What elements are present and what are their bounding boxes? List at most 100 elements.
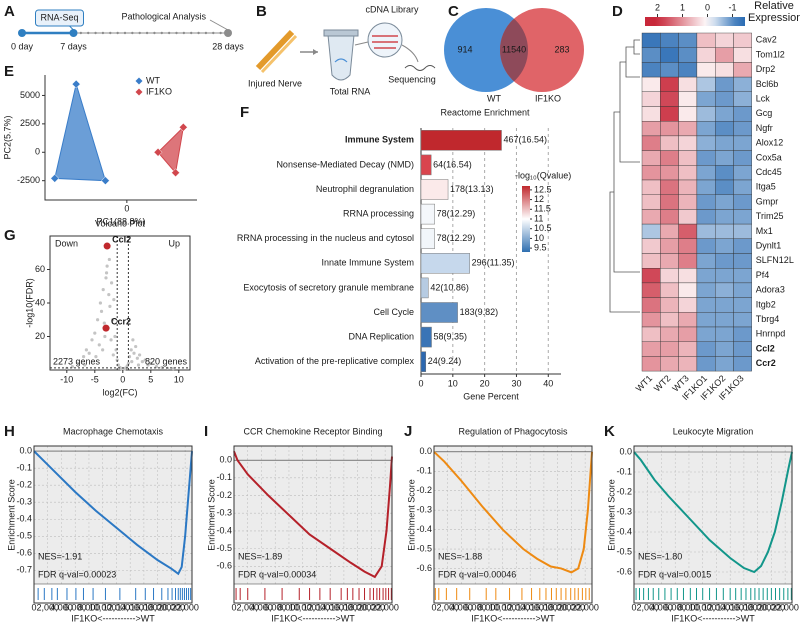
arrow bbox=[401, 44, 419, 63]
x-tick-label: 6,000 bbox=[64, 602, 87, 612]
heatmap-cell bbox=[733, 356, 752, 372]
x-tick-label: 0 bbox=[31, 602, 36, 612]
heatmap-cell bbox=[660, 179, 679, 195]
heatmap-cell bbox=[733, 91, 752, 107]
row-label: Cdc45 bbox=[756, 167, 782, 177]
heatmap-cell bbox=[715, 253, 734, 269]
heatmap-cell bbox=[660, 282, 679, 298]
timeline-dot bbox=[123, 31, 127, 35]
heatmap-cell bbox=[715, 238, 734, 254]
timeline-dot bbox=[167, 31, 171, 35]
point bbox=[134, 344, 138, 349]
timeline-dot bbox=[190, 31, 193, 35]
heatmap-cell bbox=[715, 209, 734, 225]
timeline-dot bbox=[138, 31, 141, 35]
panel-label: I bbox=[204, 423, 208, 440]
heatmap-cell bbox=[733, 194, 752, 210]
panel-label: A bbox=[4, 3, 15, 20]
panel-label: B bbox=[256, 3, 267, 20]
y-tick-label: -0.6 bbox=[616, 566, 632, 576]
x-axis-label: IF1KO<----------->WT bbox=[471, 613, 555, 623]
heatmap-cell bbox=[660, 209, 679, 225]
heatmap-cell bbox=[641, 91, 661, 107]
column-label: WT2 bbox=[652, 373, 673, 394]
legend-marker bbox=[135, 88, 143, 96]
heatmap-cell bbox=[696, 341, 716, 357]
heatmap-cell bbox=[733, 209, 752, 225]
schematic: cDNA Library Injured Nerve Total RNA Seq… bbox=[248, 4, 436, 96]
x-tick-label: 18,000 bbox=[744, 602, 772, 612]
es-curve bbox=[633, 451, 793, 574]
heatmap-cell bbox=[678, 32, 698, 48]
venn-label: IF1KO bbox=[535, 93, 561, 103]
es-curve bbox=[33, 450, 193, 576]
colorbar-tick-label: 2 bbox=[655, 2, 660, 12]
heatmap-cell bbox=[660, 106, 679, 122]
x-tick-label: 0 bbox=[124, 203, 129, 213]
heatmap-cell bbox=[641, 32, 661, 48]
point bbox=[105, 264, 109, 268]
y-tick-label: -0.2 bbox=[16, 480, 32, 490]
x-tick-label: 8,000 bbox=[478, 602, 501, 612]
heatmap-cell bbox=[660, 47, 679, 63]
plot-frame bbox=[49, 235, 191, 371]
bar-annotation: 64(16.54) bbox=[433, 159, 472, 169]
plot-background bbox=[34, 446, 192, 584]
heatmap-cell bbox=[678, 223, 698, 240]
heatmap-cell bbox=[733, 32, 752, 48]
point bbox=[87, 351, 91, 355]
row-label: Lck bbox=[756, 94, 771, 104]
y-tick-label: -0.6 bbox=[16, 548, 32, 558]
timeline-label: 28 days bbox=[212, 41, 244, 51]
point bbox=[104, 271, 109, 275]
heatmap-cell bbox=[641, 209, 661, 225]
colorbar-tick-label: -1 bbox=[728, 2, 736, 12]
x-tick-label: 6,000 bbox=[664, 602, 687, 612]
colorbar-tick-label: 10 bbox=[534, 233, 544, 243]
diagram-label: Injured Nerve bbox=[248, 78, 302, 88]
rug-background bbox=[34, 584, 192, 603]
y-tick-label: -0.1 bbox=[16, 463, 32, 473]
row-label: SLFN12L bbox=[756, 255, 794, 265]
row-label: Itga5 bbox=[756, 182, 776, 192]
es-curve bbox=[433, 451, 593, 574]
x-axis-label: IF1KO<----------->WT bbox=[271, 613, 355, 623]
heatmap-cell bbox=[733, 135, 752, 151]
x-tick-label: 16,000 bbox=[530, 602, 558, 612]
colorbar-title: -log₁₀(Qvalue) bbox=[515, 170, 571, 180]
x-tick-label: 40 bbox=[543, 378, 553, 388]
bar bbox=[420, 277, 429, 299]
category-label: Immune System bbox=[345, 135, 414, 145]
point bbox=[179, 122, 188, 132]
point bbox=[110, 281, 114, 285]
point bbox=[93, 331, 97, 335]
chart-title: CCR Chemokine Receptor Binding bbox=[243, 426, 382, 436]
chart-title: Macrophage Chemotaxis bbox=[63, 426, 164, 436]
heatmap-cell bbox=[678, 62, 698, 78]
x-tick-label: 0 bbox=[418, 378, 423, 388]
row-label: Mx1 bbox=[756, 226, 773, 236]
heatmap-cell bbox=[660, 76, 679, 92]
colorbar-tick-label: 10.5 bbox=[534, 223, 552, 233]
panel-label: H bbox=[4, 423, 15, 440]
heatmap-cell bbox=[678, 356, 698, 372]
heatmap-cell bbox=[678, 135, 698, 151]
venn-count: 283 bbox=[554, 44, 569, 54]
heatmap-cell bbox=[715, 106, 734, 122]
timeline-dot bbox=[101, 31, 105, 35]
bar bbox=[420, 179, 449, 200]
row-label: Tbrg4 bbox=[756, 314, 780, 324]
y-tick-label: -0.2 bbox=[216, 490, 232, 500]
x-tick-label: 2,000 bbox=[236, 602, 259, 612]
heatmap-cell bbox=[733, 179, 752, 195]
legend-label: WT bbox=[146, 75, 160, 85]
heatmap-cell bbox=[715, 120, 734, 137]
row-label: Hnrnpd bbox=[756, 329, 786, 339]
panel-label: E bbox=[4, 63, 14, 80]
bar bbox=[420, 154, 432, 176]
y-tick-label: -0.4 bbox=[416, 524, 432, 534]
nerve bbox=[260, 34, 298, 74]
heatmap-cell bbox=[641, 150, 661, 166]
heatmap-cell bbox=[696, 179, 716, 195]
x-tick-label: 12,000 bbox=[303, 602, 331, 612]
